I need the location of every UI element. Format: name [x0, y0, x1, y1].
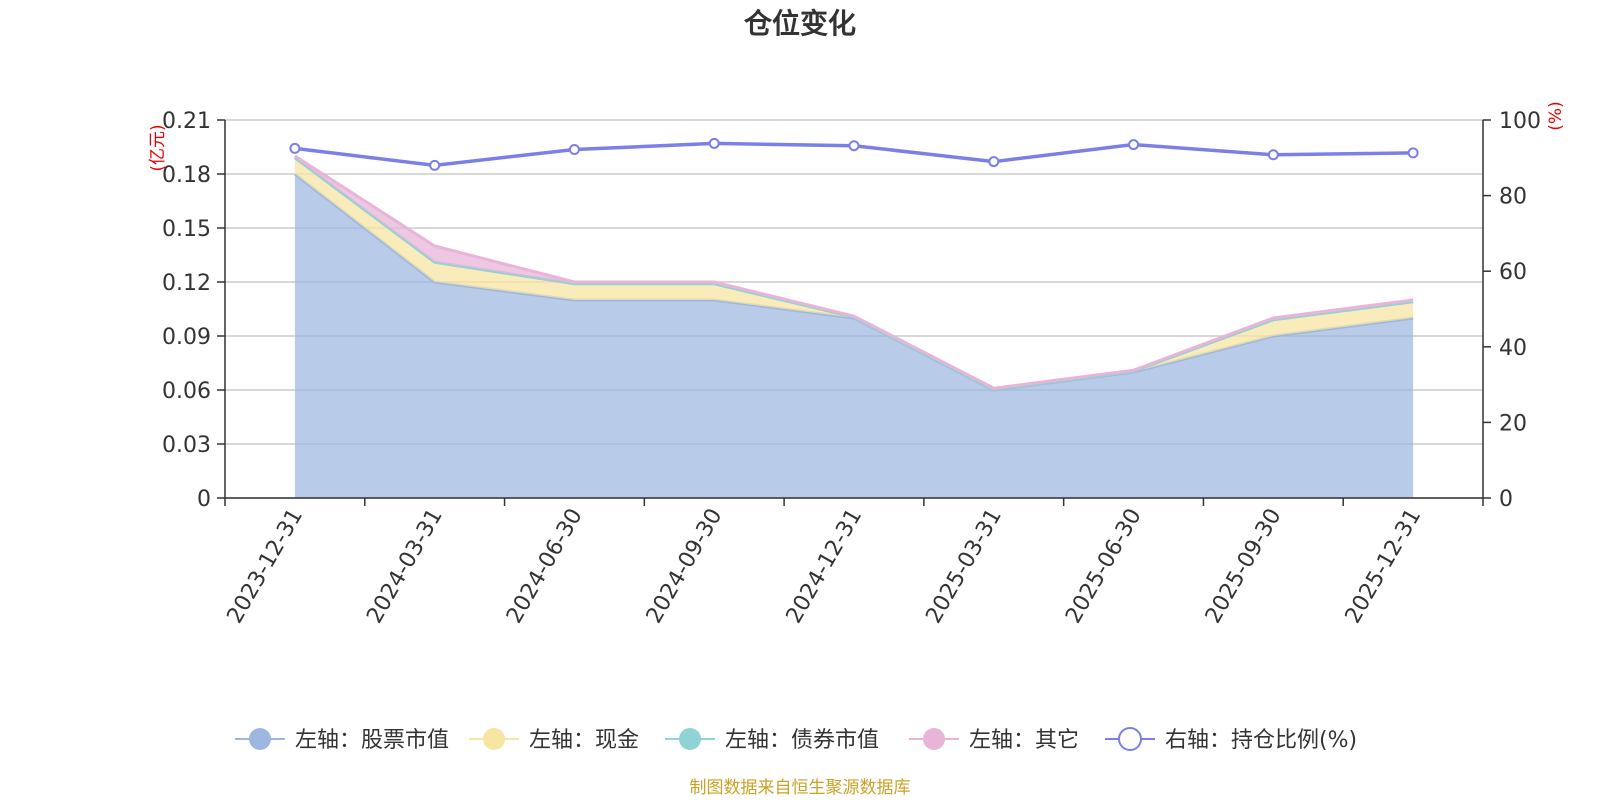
- left-axis-tick-label: 0.06: [162, 379, 211, 404]
- right-axis-tick-label: 0: [1499, 487, 1513, 512]
- legend-swatch-marker: [679, 728, 701, 750]
- legend-swatch-marker: [923, 728, 945, 750]
- ratio-point: [1407, 147, 1419, 159]
- area-line-3: [294, 154, 1414, 390]
- ratio-point: [708, 137, 720, 149]
- legend-label: 左轴：现金: [529, 728, 639, 753]
- left-axis-unit: (亿元): [148, 124, 168, 171]
- legend-item: 左轴：现金: [469, 728, 639, 753]
- right-axis-tick-label: 40: [1499, 336, 1527, 361]
- ratio-line-series: [289, 137, 1419, 171]
- x-axis-label: 2024-06-30: [502, 505, 588, 628]
- ratio-point: [568, 143, 580, 155]
- left-axis-tick-label: 0.21: [162, 109, 211, 134]
- area-3: [294, 156, 1414, 390]
- ratio-point: [848, 140, 860, 152]
- right-axis-tick-label: 100: [1499, 109, 1541, 134]
- ratio-point: [1128, 139, 1140, 151]
- legend-label: 左轴：股票市值: [295, 728, 449, 753]
- x-axis-label: 2024-03-31: [362, 505, 448, 628]
- ratio-point: [1267, 149, 1279, 161]
- left-axis-tick-label: 0: [197, 487, 211, 512]
- x-axis-label: 2025-03-31: [921, 505, 1007, 628]
- left-axis-tick-label: 0.15: [162, 217, 211, 242]
- ratio-point: [429, 159, 441, 171]
- x-axis-label: 2025-12-31: [1341, 505, 1427, 628]
- legend-label: 左轴：其它: [969, 728, 1079, 753]
- legend-swatch-marker: [249, 728, 271, 750]
- ratio-point: [988, 156, 1000, 168]
- area-0: [294, 174, 1414, 498]
- left-axis-tick-label: 0.09: [162, 325, 211, 350]
- legend-swatch-marker: [483, 728, 505, 750]
- legend-swatch-marker: [1118, 727, 1142, 751]
- legend-label: 左轴：债券市值: [725, 728, 879, 753]
- ratio-point: [289, 142, 301, 154]
- legend-item: 左轴：其它: [909, 728, 1079, 753]
- x-axis-label: 2024-09-30: [642, 505, 728, 628]
- x-axis-label: 2023-12-31: [223, 505, 309, 628]
- left-axis-tick-label: 0.03: [162, 433, 211, 458]
- legend-label: 右轴：持仓比例(%): [1165, 728, 1357, 753]
- legend-item: 左轴：债券市值: [665, 728, 879, 753]
- right-axis-tick-label: 20: [1499, 411, 1527, 436]
- legend-item: 左轴：股票市值: [235, 728, 449, 753]
- x-axis-label: 2024-12-31: [782, 505, 868, 628]
- area-series: [293, 154, 1414, 498]
- legend-item: 右轴：持仓比例(%): [1105, 727, 1357, 753]
- right-axis-tick-label: 80: [1499, 185, 1527, 210]
- x-axis-label: 2025-09-30: [1201, 505, 1287, 628]
- data-source-note: 制图数据来自恒生聚源数据库: [690, 778, 911, 798]
- left-axis-tick-label: 0.18: [162, 163, 211, 188]
- right-axis-unit: (%): [1546, 101, 1566, 130]
- right-axis-tick-label: 60: [1499, 260, 1527, 285]
- x-axis-label: 2025-06-30: [1061, 505, 1147, 628]
- legend: 左轴：股票市值 左轴：现金 左轴：债券市值 左轴：其它 右轴：持仓比例(%): [235, 727, 1357, 753]
- left-axis-tick-label: 0.12: [162, 271, 211, 296]
- chart-title: 仓位变化: [744, 7, 856, 40]
